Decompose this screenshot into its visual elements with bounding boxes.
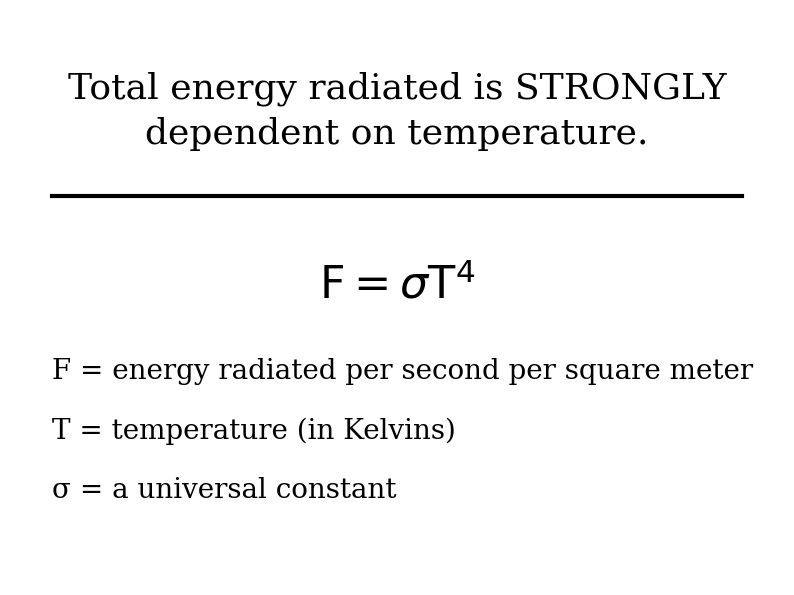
Text: $\mathrm{F} = \sigma\mathrm{T}^4$: $\mathrm{F} = \sigma\mathrm{T}^4$ [319, 264, 475, 308]
Text: T = temperature (in Kelvins): T = temperature (in Kelvins) [52, 418, 456, 445]
Text: Total energy radiated is STRONGLY
dependent on temperature.: Total energy radiated is STRONGLY depend… [67, 71, 727, 151]
Text: F = energy radiated per second per square meter: F = energy radiated per second per squar… [52, 358, 753, 386]
Text: σ = a universal constant: σ = a universal constant [52, 477, 396, 505]
